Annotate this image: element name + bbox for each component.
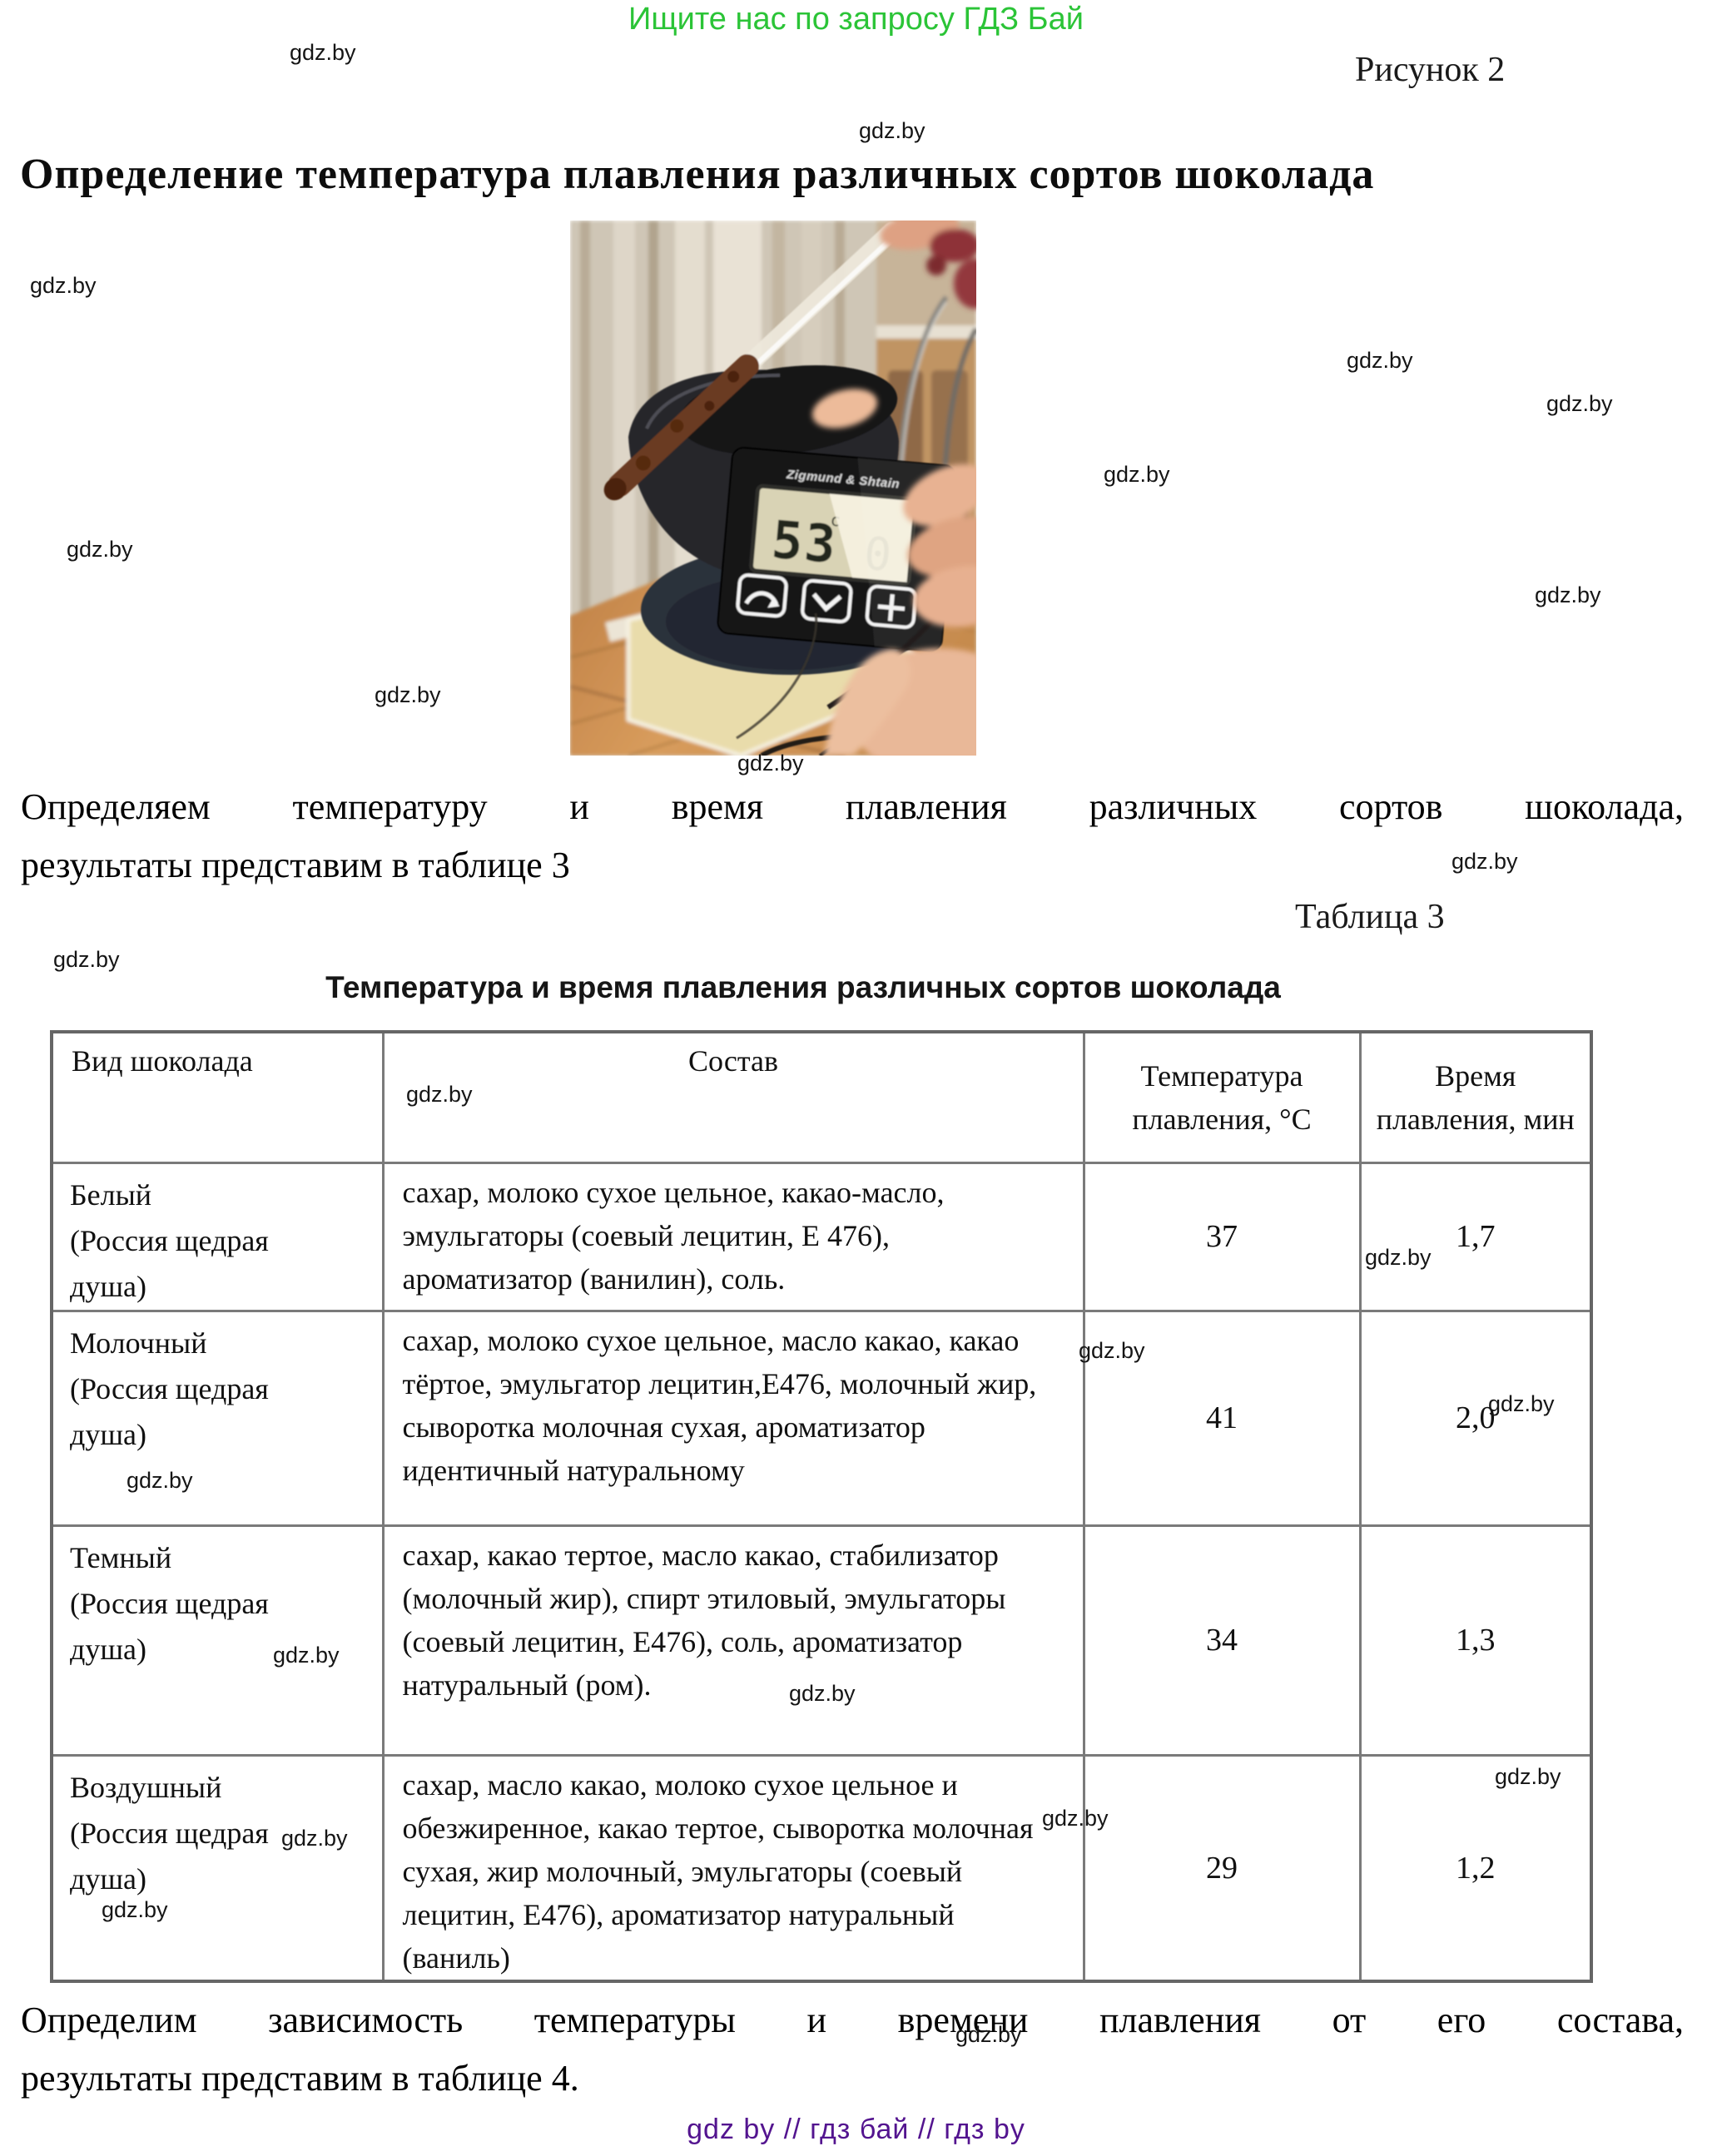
table-caption: Температура и время плавления различных … <box>325 970 1281 1004</box>
gdz-watermark: gdz.by <box>67 537 133 562</box>
gdz-watermark: gdz.by <box>290 40 356 65</box>
paragraph1-line2: результаты представим в таблице 3 <box>21 845 570 885</box>
melt-temperature-cell: 37 <box>1082 1161 1362 1312</box>
melt-temperature-cell: 29 <box>1082 1753 1362 1982</box>
chocolate-kind-cell: Темный (Россия щедрая душа) <box>50 1524 385 1757</box>
gdz-watermark: gdz.by <box>1079 1338 1145 1363</box>
paragraph1-line1: Определяем температуру и время плавления… <box>21 786 1684 827</box>
glass-rod <box>603 221 905 501</box>
gdz-watermark: gdz.by <box>406 1082 473 1107</box>
gdz-watermark: gdz.by <box>1451 849 1518 874</box>
melt-time-cell: 1,2 <box>1358 1753 1593 1982</box>
hand <box>811 221 976 756</box>
table-row: Темный (Россия щедрая душа) сахар, какао те… <box>50 1524 1593 1757</box>
table-row: Воздушный (Россия щедрая душа) сахар, масло… <box>50 1753 1593 1982</box>
figure-label: Рисунок 2 <box>1355 51 1506 89</box>
gdz-watermark: gdz.by <box>955 2022 1022 2047</box>
promo-banner: Ищите нас по запросу ГДЗ Бай <box>628 2 1084 37</box>
gdz-watermark: gdz.by <box>30 273 97 298</box>
chocolate-kind-cell: Белый (Россия щедрая душа) <box>50 1161 385 1312</box>
table-label: Таблица 3 <box>1295 898 1445 936</box>
paragraph2-line1: Определим зависимость температуры и врем… <box>21 2000 1684 2040</box>
melt-time-cell: 2,0 <box>1358 1309 1593 1527</box>
header-melt-temperature: Температура плавления, °С <box>1082 1030 1362 1164</box>
gdz-watermark: gdz.by <box>1546 391 1613 416</box>
paragraph2-line2: результаты представим в таблице 4. <box>21 2058 579 2099</box>
table-header-row: Вид шоколада Состав Температура плавлени… <box>50 1030 1593 1164</box>
page-title: Определение температура плавления различ… <box>20 151 1375 198</box>
gdz-watermark: gdz.by <box>1042 1806 1109 1831</box>
melt-time-cell: 1,7 <box>1358 1161 1593 1312</box>
melt-time-cell: 1,3 <box>1358 1524 1593 1757</box>
gdz-watermark: gdz.by <box>53 947 120 972</box>
gdz-watermark: gdz.by <box>737 751 804 776</box>
melt-temperature-cell: 34 <box>1082 1524 1362 1757</box>
gdz-watermark: gdz.by <box>375 682 441 707</box>
header-melt-time: Время плавления, мин <box>1358 1030 1593 1164</box>
table-row: Молочный (Россия щедрая душа) сахар, молоко… <box>50 1309 1593 1527</box>
back-arrow-tip <box>767 597 780 608</box>
experiment-photo: Zigmund & Shtain 53 c 0 <box>570 221 976 756</box>
table-row: Белый (Россия щедрая душа) сахар, молоко су… <box>50 1161 1593 1312</box>
gdz-watermark: gdz.by <box>273 1643 340 1668</box>
gdz-watermark: gdz.by <box>127 1468 193 1493</box>
composition-cell: сахар, молоко сухое цельное, какао-масло… <box>381 1161 1085 1312</box>
gdz-watermark: gdz.by <box>1495 1764 1561 1789</box>
header-composition: Состав <box>381 1030 1085 1164</box>
composition-cell: сахар, масло какао, молоко сухое цельное… <box>381 1753 1085 1982</box>
plus-icon <box>877 594 906 622</box>
chocolate-kind-cell: Молочный (Россия щедрая душа) <box>50 1309 385 1527</box>
gdz-watermark: gdz.by <box>1347 348 1413 373</box>
header-kind: Вид шоколада <box>50 1030 385 1164</box>
gdz-watermark: gdz.by <box>1488 1391 1555 1416</box>
composition-cell: сахар, какао тертое, масло какао, стабил… <box>381 1524 1085 1757</box>
melt-temperature-cell: 41 <box>1082 1309 1362 1527</box>
gdz-watermark: gdz.by <box>1365 1245 1432 1270</box>
gdz-watermark: gdz.by <box>859 118 925 143</box>
gdz-watermark: gdz.by <box>1104 462 1170 487</box>
chocolate-table-body: Белый (Россия щедрая душа) сахар, молоко су… <box>50 1161 1593 1982</box>
thermometer: Zigmund & Shtain 53 c 0 <box>717 447 966 652</box>
gdz-watermark: gdz.by <box>789 1681 856 1706</box>
chocolate-kind-cell: Воздушный (Россия щедрая душа) <box>50 1753 385 1982</box>
lcd-value: 53 <box>769 509 840 576</box>
thermometer-buttons <box>736 573 918 629</box>
down-chevron-icon <box>811 592 842 612</box>
footer-links: gdz by // гдз бай // гдз by <box>687 2114 1025 2145</box>
gdz-watermark: gdz.by <box>1535 582 1601 607</box>
chocolate-table: Вид шоколада Состав Температура плавлени… <box>50 1030 1593 1983</box>
composition-cell: сахар, молоко сухое цельное, масло какао… <box>381 1309 1085 1527</box>
gdz-watermark: gdz.by <box>102 1897 168 1922</box>
experiment-photo-svg: Zigmund & Shtain 53 c 0 <box>570 221 976 756</box>
gdz-watermark: gdz.by <box>281 1826 348 1851</box>
